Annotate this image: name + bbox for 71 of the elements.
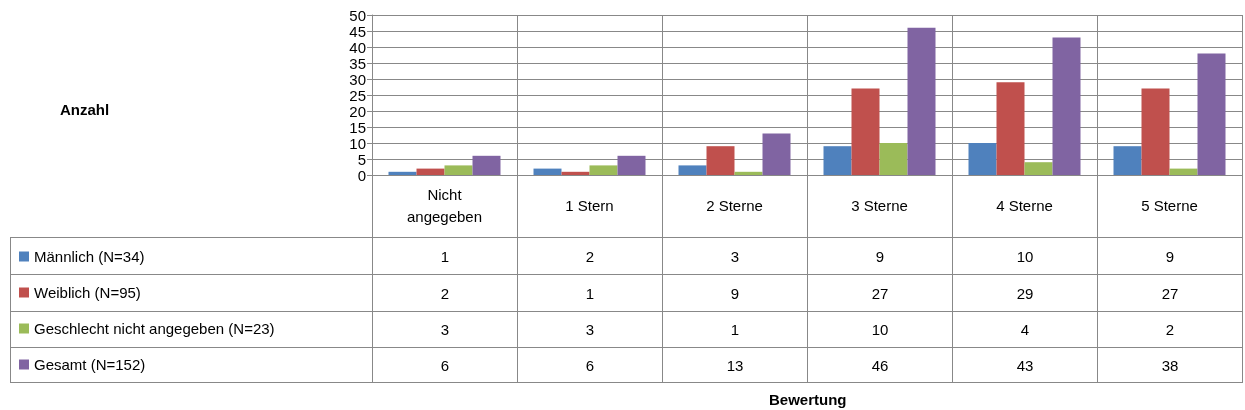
bar [388,171,417,175]
bar [1197,53,1226,175]
bar [706,146,735,175]
x-tick-label: 1 Stern [565,196,614,214]
data-label: 27 [1097,274,1243,312]
legend-label: Männlich (N=34) [34,248,145,265]
data-label: 9 [662,274,808,312]
data-label: 10 [952,237,1098,275]
data-label: 1 [372,237,518,275]
bar [1052,37,1081,175]
bar [1024,162,1053,175]
bar [762,133,791,175]
bar [907,27,936,175]
bar [879,143,908,175]
y-tick-label: 10 [349,134,366,152]
y-tick-label: 45 [349,22,366,40]
bar [1113,146,1142,175]
x-tick-label: 2 Sterne [706,196,763,214]
x-tick-label: 3 Sterne [851,196,908,214]
legend-label: Geschlecht nicht angegeben (N=23) [34,320,275,337]
data-label: 4 [952,311,1098,348]
bar [823,146,852,175]
bar [1169,168,1198,175]
data-label: 1 [517,274,663,312]
bar [533,168,562,175]
data-label: 9 [1097,237,1243,275]
y-tick-label: 15 [349,118,366,136]
data-label: 38 [1097,347,1243,383]
x-tick-label: 5 Sterne [1141,196,1198,214]
legend-label: Weiblich (N=95) [34,284,141,301]
legend-label: Gesamt (N=152) [34,356,146,373]
y-tick-label: 0 [357,166,366,184]
data-label: 43 [952,347,1098,383]
y-tick-label: 50 [349,6,366,24]
text: Anzahl [60,101,110,118]
data-label: 9 [807,237,953,275]
x-tick-label: 4 Sterne [996,196,1053,214]
data-label: 1 [662,311,808,348]
bar [678,165,707,175]
bar [851,88,880,175]
bar [589,165,618,175]
text: Bewertung [769,391,847,408]
bar [444,165,473,175]
y-tick-label: 20 [349,102,366,120]
data-label: 27 [807,274,953,312]
data-label: 3 [372,311,518,348]
bar [1141,88,1170,175]
x-tick-label: Nicht angegeben [406,185,483,225]
bar [561,171,590,175]
data-label: 6 [517,347,663,383]
bar [617,155,646,175]
data-label: 2 [372,274,518,312]
data-label: 10 [807,311,953,348]
data-label: 46 [807,347,953,383]
data-label: 6 [372,347,518,383]
bar [416,168,445,175]
y-tick-label: 35 [349,54,366,72]
y-tick-label: 30 [349,70,366,88]
data-label: 3 [662,237,808,275]
data-label: 2 [517,237,663,275]
data-label: 29 [952,274,1098,312]
bar [734,171,763,175]
data-label: 13 [662,347,808,383]
y-tick-label: 40 [349,38,366,56]
y-tick-label: 5 [357,150,366,168]
bar [996,82,1025,175]
data-label: 3 [517,311,663,348]
bar [968,143,997,175]
bar [472,155,501,175]
data-label: 2 [1097,311,1243,348]
y-tick-label: 25 [349,86,366,104]
